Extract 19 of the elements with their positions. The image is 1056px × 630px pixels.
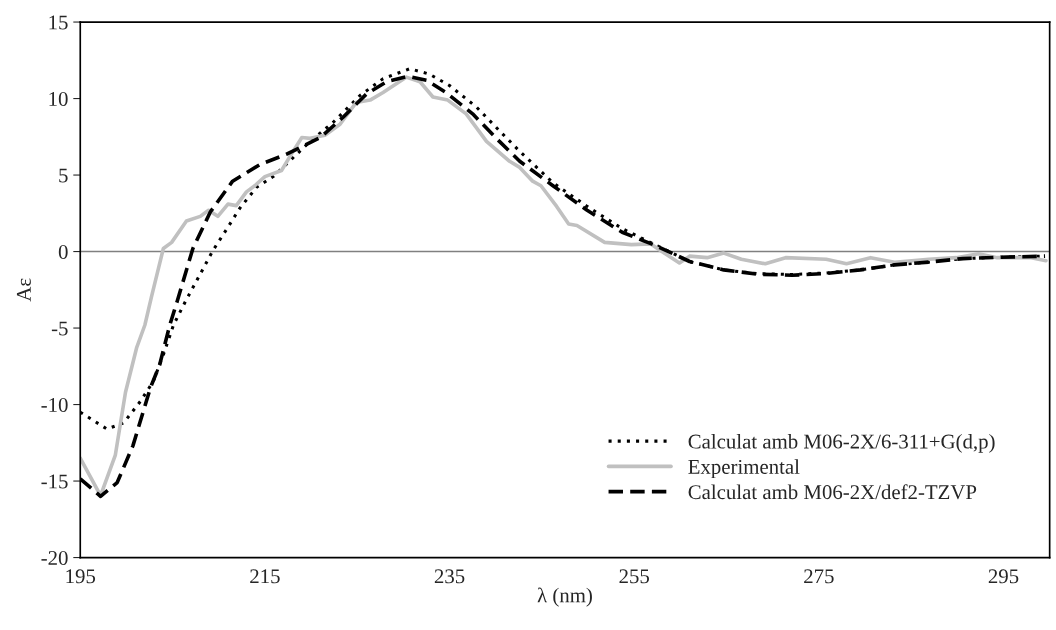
- legend-label: Calculat amb M06-2X/def2-TZVP: [688, 484, 977, 500]
- y-axis-title: Aε: [16, 278, 31, 302]
- legend-label: Experimental: [688, 459, 800, 479]
- y-tick-label: -20: [41, 550, 68, 565]
- x-tick-label: 215: [250, 569, 280, 584]
- legend-label: Calculat amb M06-2X/6-311+G(d,p): [688, 433, 995, 453]
- y-tick-label: 5: [59, 168, 68, 183]
- y-tick-label: 10: [49, 91, 68, 106]
- y-tick-label: -10: [41, 397, 68, 412]
- y-tick-label: 15: [49, 15, 68, 30]
- x-tick-label: 275: [804, 569, 834, 584]
- y-tick-label: 0: [58, 244, 68, 259]
- y-tick-label: -15: [41, 474, 68, 489]
- x-tick-label: 235: [434, 569, 465, 584]
- x-tick-label: 295: [988, 569, 1019, 584]
- x-tick-label: 195: [66, 569, 96, 584]
- x-axis-title: λ (nm): [537, 587, 592, 607]
- y-tick-label: -5: [51, 321, 68, 336]
- x-tick-label: 255: [619, 569, 650, 584]
